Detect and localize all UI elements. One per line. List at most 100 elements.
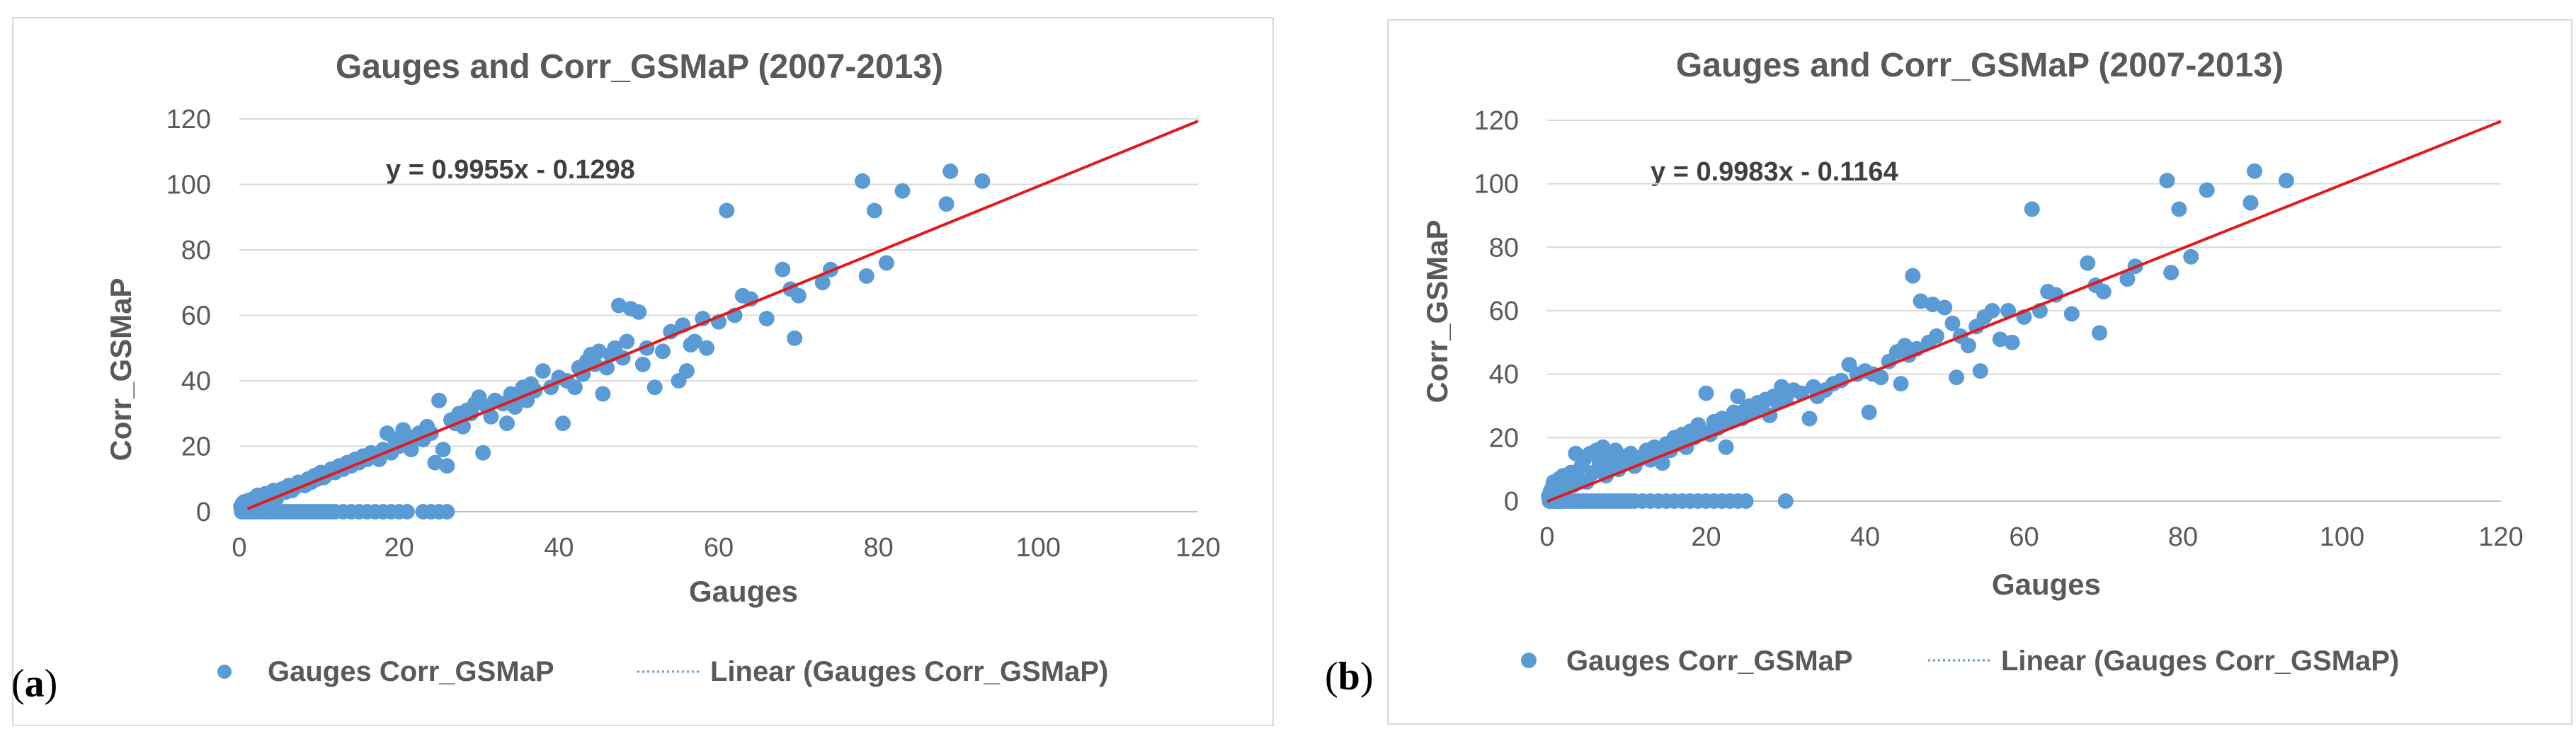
chart-b-point-160 — [2159, 173, 2175, 189]
chart-b-point-153 — [2063, 306, 2080, 322]
chart-b-title: Gauges and Corr_GSMaP (2007-2013) — [1676, 47, 2284, 84]
panel-b-label: (b) — [1325, 655, 1374, 699]
chart-b-point-79 — [1654, 455, 1670, 471]
chart-a-equation: y = 0.9955x - 0.1298 — [386, 155, 635, 185]
chart-a-point-40 — [439, 504, 455, 520]
chart-a-point-114 — [483, 408, 499, 425]
chart-b-point-138 — [1949, 369, 1965, 386]
chart-b-y-tick-4: 80 — [1489, 233, 1519, 263]
chart-a-y-tick-2: 40 — [181, 367, 211, 396]
chart-b-point-149 — [2024, 201, 2040, 217]
chart-b-point-98 — [1730, 389, 1746, 405]
chart-a-y-tick-4: 80 — [181, 236, 211, 265]
chart-a-point-128 — [554, 415, 571, 432]
chart-b-point-130 — [1905, 268, 1921, 284]
chart-a-x-ticks: 0 20 40 60 80 100 120 — [232, 533, 1220, 563]
chart-b-legend: Gauges Corr_GSMaP Linear (Gauges Corr_GS… — [1521, 645, 2399, 677]
chart-a-point-141 — [610, 297, 627, 314]
chart-a-point-125 — [535, 363, 551, 379]
chart-a-point-174 — [894, 183, 911, 199]
chart-b-point-122 — [1861, 404, 1877, 420]
chart-b-x-tick-1: 20 — [1691, 522, 1721, 552]
chart-a-point-36 — [399, 504, 415, 520]
chart-panel-b: Gauges and Corr_GSMaP (2007-2013) y = 0.… — [1288, 0, 2576, 729]
chart-b-point-146 — [2000, 303, 2017, 318]
chart-a-x-tick-6: 120 — [1175, 533, 1220, 563]
chart-a-point-136 — [591, 343, 607, 360]
chart-a-point-130 — [566, 379, 583, 396]
chart-b-y-tick-2: 40 — [1489, 360, 1519, 390]
chart-a-point-94 — [403, 442, 419, 458]
chart-a-point-164 — [775, 261, 791, 277]
chart-a-point-100 — [427, 454, 443, 471]
chart-b-point-164 — [2199, 182, 2215, 198]
chart-a-x-tick-2: 40 — [544, 533, 574, 563]
chart-b-point-40 — [1777, 493, 1794, 509]
chart-a-point-137 — [595, 386, 611, 402]
chart-a-x-tick-3: 60 — [704, 533, 734, 563]
chart-a-point-117 — [498, 415, 515, 432]
chart-b-x-label: Gauges — [1992, 568, 2101, 601]
chart-a-point-92 — [395, 422, 411, 438]
chart-b-x-tick-2: 40 — [1850, 522, 1880, 552]
chart-a-trendline — [246, 120, 1199, 510]
chart-a-point-171 — [858, 268, 874, 284]
chart-b-point-140 — [1960, 338, 1976, 354]
chart-a-y-tick-3: 60 — [181, 302, 211, 331]
chart-a-point-102 — [435, 442, 451, 458]
chart-b-legend-marker — [1521, 653, 1537, 668]
chart-a-x-tick-5: 100 — [1016, 533, 1061, 563]
chart-b-point-147 — [2004, 334, 2020, 350]
chart-a-point-172 — [867, 202, 883, 219]
chart-a-point-175 — [938, 196, 954, 212]
chart-b-point-135 — [1929, 328, 1945, 344]
chart-b-point-157 — [2095, 284, 2111, 300]
chart-b-point-161 — [2163, 265, 2179, 281]
chart-a-legend-trend: Linear (Gauges Corr_GSMaP) — [710, 656, 1108, 687]
chart-b-point-142 — [1972, 363, 1988, 379]
chart-a-point-159 — [719, 202, 735, 219]
chart-a-point-176 — [942, 163, 959, 179]
chart-a-x-tick-0: 0 — [232, 533, 246, 563]
chart-a-x-tick-1: 20 — [384, 533, 414, 563]
chart-b-point-163 — [2183, 248, 2199, 265]
chart-b-point-167 — [2278, 173, 2294, 189]
chart-a-svg: Gauges and Corr_GSMaP (2007-2013) y = 0.… — [12, 17, 1274, 726]
chart-a-point-112 — [475, 444, 491, 461]
chart-b-point-124 — [1873, 369, 1889, 386]
chart-b-point-152 — [2048, 287, 2064, 303]
chart-a-point-149 — [655, 343, 671, 360]
chart-panel-a: Gauges and Corr_GSMaP (2007-2013) y = 0.… — [11, 17, 1274, 726]
chart-a-point-166 — [787, 330, 803, 346]
chart-a-title: Gauges and Corr_GSMaP (2007-2013) — [336, 48, 943, 86]
chart-b-point-113 — [1801, 411, 1818, 427]
chart-b-point-154 — [2080, 255, 2096, 271]
chart-a-point-170 — [855, 173, 871, 189]
chart-a-y-tick-0: 0 — [196, 498, 211, 527]
chart-b-point-145 — [1992, 331, 2008, 348]
chart-a-y-tick-1: 20 — [181, 432, 211, 462]
chart-b-point-127 — [1893, 376, 1909, 392]
chart-b-point-166 — [2247, 163, 2263, 179]
chart-a-point-145 — [631, 304, 647, 320]
chart-a-point-153 — [678, 363, 695, 379]
chart-a-point-157 — [699, 340, 715, 356]
chart-a-y-tick-6: 120 — [166, 105, 211, 134]
chart-b-x-tick-3: 60 — [2009, 522, 2039, 552]
chart-b-point-156 — [2092, 325, 2108, 341]
chart-a-y-tick-5: 100 — [166, 171, 211, 200]
chart-a-point-163 — [758, 311, 775, 327]
chart-b-svg: Gauges and Corr_GSMaP (2007-2013) y = 0.… — [1387, 19, 2572, 725]
chart-b-legend-trend: Linear (Gauges Corr_GSMaP) — [2001, 645, 2399, 677]
chart-a-point-173 — [878, 255, 894, 271]
chart-a-y-ticks: 0 20 40 60 80 100 120 — [166, 105, 211, 527]
chart-b-point-162 — [2171, 201, 2187, 217]
chart-b-y-ticks: 0 20 40 60 80 100 120 — [1474, 106, 1519, 517]
chart-b-x-tick-4: 80 — [2168, 522, 2198, 552]
chart-a-point-167 — [790, 287, 807, 304]
chart-b-trendline — [1546, 120, 2502, 503]
chart-a-legend-series: Gauges Corr_GSMaP — [268, 656, 554, 687]
chart-b-point-95 — [1718, 439, 1734, 455]
chart-a-legend-marker — [217, 665, 232, 679]
chart-b-point-165 — [2242, 195, 2259, 211]
